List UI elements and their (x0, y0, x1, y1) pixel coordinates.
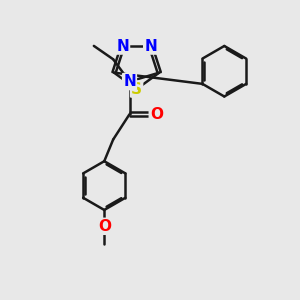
Text: N: N (123, 74, 136, 89)
Text: O: O (150, 107, 163, 122)
Text: N: N (144, 39, 157, 54)
Text: N: N (116, 39, 129, 54)
Text: S: S (131, 82, 142, 97)
Text: O: O (98, 219, 111, 234)
